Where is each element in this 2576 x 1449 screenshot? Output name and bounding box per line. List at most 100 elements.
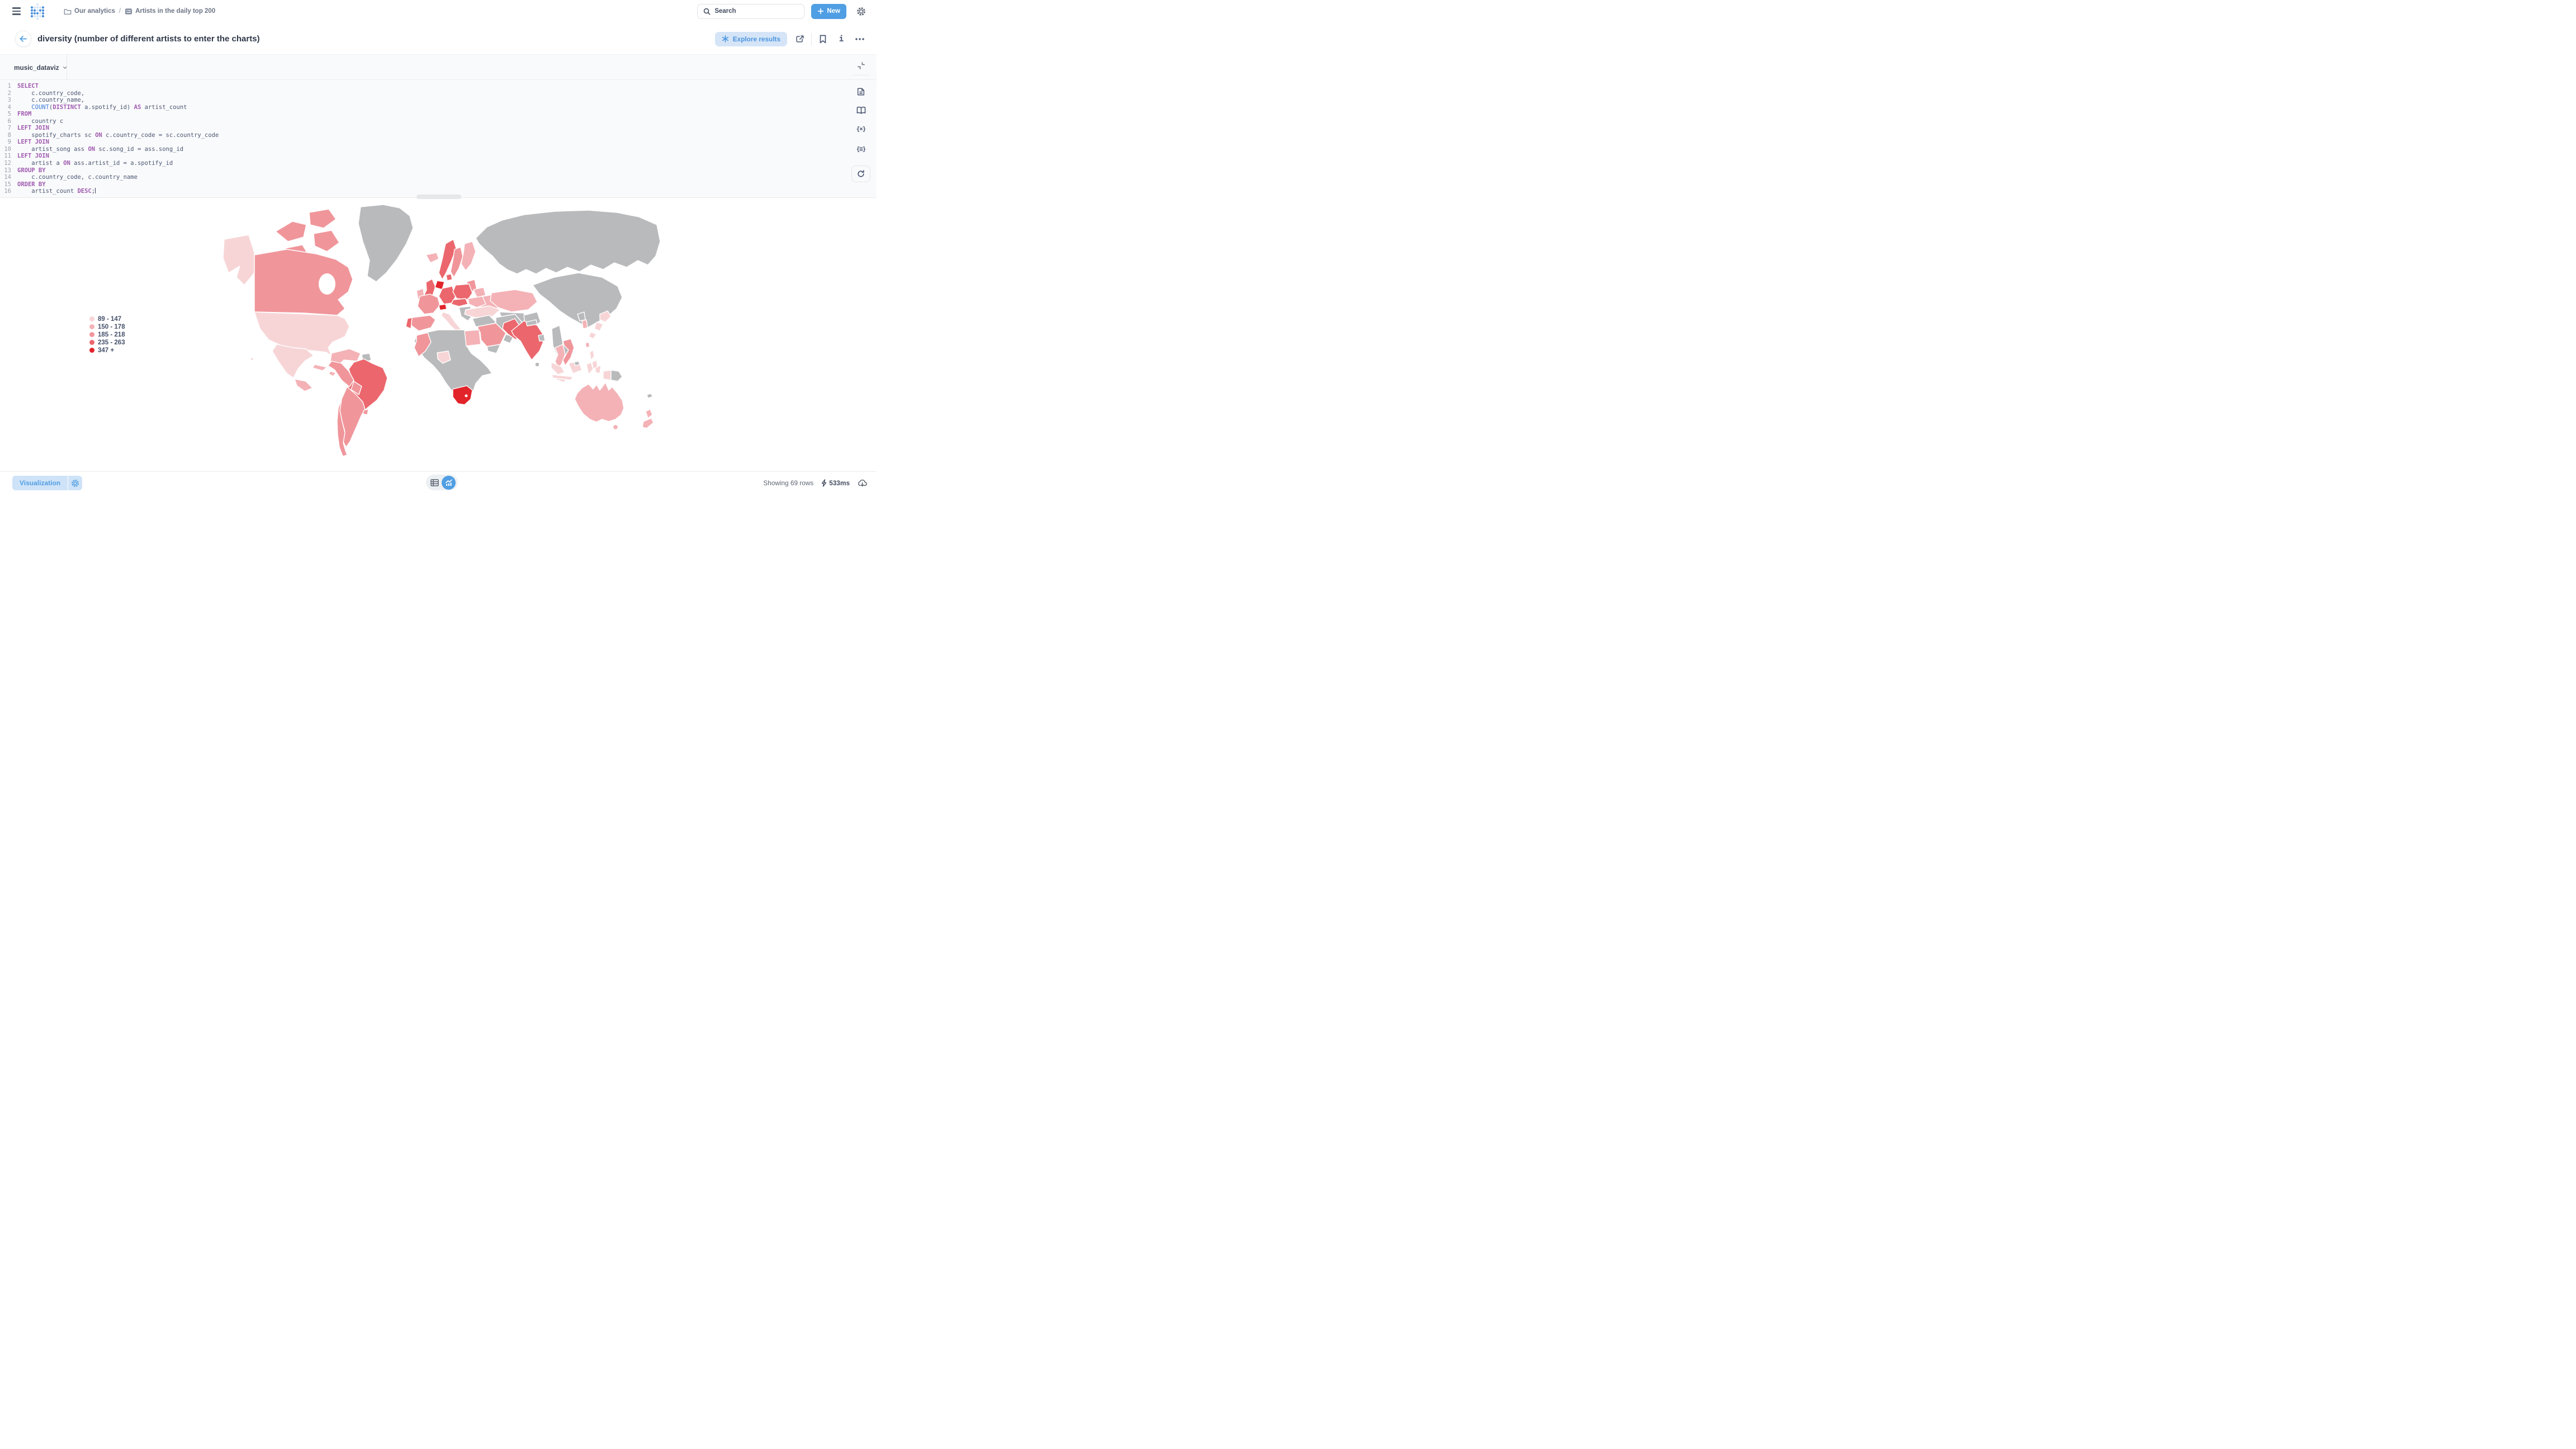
sql-code-line[interactable]: 7 LEFT JOIN [0,125,845,132]
map-country-canada[interactable] [254,249,353,316]
editor-resize-handle[interactable] [416,195,461,199]
map-country-vietnam[interactable] [562,338,575,366]
map-country-usa[interactable] [254,311,350,356]
sql-code-line[interactable]: 1 SELECT [0,83,845,90]
run-refresh-button[interactable] [851,165,870,182]
map-country-new-zealand[interactable] [642,418,654,429]
map-region-west-papua[interactable] [603,370,612,381]
map-region-africa[interactable] [414,329,493,405]
map-country-papua-new-guinea[interactable] [610,370,623,382]
map-country-bolivia[interactable] [351,381,362,395]
map-country-nepal[interactable] [525,319,538,326]
visualization-button[interactable]: Visualization [12,476,68,490]
metabase-logo[interactable] [30,3,45,20]
breadcrumb-item[interactable]: Artists in the daily top 200 [125,8,215,15]
sql-code-line[interactable]: 5 FROM [0,111,845,118]
map-country-norway[interactable] [438,239,457,280]
map-country-morocco[interactable] [414,332,432,357]
map-country-usa-hawaii[interactable] [250,357,254,361]
visualization-settings-gear-icon[interactable] [68,476,83,490]
map-country-belarus[interactable] [473,287,486,298]
sql-code-line[interactable]: 11 LEFT JOIN [0,153,845,160]
map-country-japan[interactable] [588,332,597,339]
sql-code-line[interactable]: 14 c.country_code, c.country_name [0,174,845,181]
chart-view-icon[interactable] [442,475,456,490]
map-country-russia[interactable] [475,210,661,274]
map-country-canada[interactable] [313,230,340,252]
collapse-editor-icon[interactable] [855,59,867,72]
map-country-portugal[interactable] [405,317,413,329]
map-country-nigeria[interactable] [437,351,451,364]
sql-code-line[interactable]: 13 GROUP BY [0,167,845,174]
sql-code-line[interactable]: 2 c.country_code, [0,90,845,97]
sql-code-line[interactable]: 10 artist_song ass ON sc.song_id = ass.s… [0,146,845,153]
map-country-chile[interactable] [337,399,348,457]
snippets-icon[interactable]: {≡} [855,143,867,155]
map-country-mexico[interactable] [272,344,314,378]
map-country-spain[interactable] [409,315,436,332]
more-options-icon[interactable] [852,32,868,46]
map-region-czech-austria[interactable] [451,298,468,307]
map-region-central-america[interactable] [294,378,313,392]
map-country-turkey[interactable] [464,305,501,318]
map-country-philippines[interactable] [589,349,598,370]
map-country-usa-alaska[interactable] [222,234,255,286]
breadcrumb-collection[interactable]: Our analytics [64,8,115,15]
map-country-south-africa[interactable] [452,385,473,405]
sql-code-line[interactable]: 12 artist a ON ass.artist_id = a.spotify… [0,160,845,167]
map-country-sri-lanka[interactable] [534,362,540,367]
map-region-hungary-romania[interactable] [467,296,486,308]
sql-code-line[interactable]: 4 COUNT(DISTINCT a.spotify_id) AS artist… [0,104,845,111]
map-country-france[interactable] [417,293,441,315]
explore-results-button[interactable]: Explore results [714,31,787,46]
bookmark-icon[interactable] [815,32,831,46]
map-country-cuba[interactable] [312,364,328,371]
map-country-australia[interactable] [574,382,624,423]
map-region-new-caledonia[interactable] [646,393,653,399]
map-country-japan[interactable] [594,321,604,332]
info-icon[interactable]: i [834,32,849,46]
map-country-finland[interactable] [461,241,476,271]
map-country-south-korea[interactable] [581,319,588,329]
map-country-egypt[interactable] [464,329,481,347]
map-country-indonesia-sumatra[interactable] [551,362,565,375]
sql-code-line[interactable]: 9 LEFT JOIN [0,139,845,146]
database-picker[interactable]: music_dataviz [0,55,67,80]
sql-code-editor[interactable]: 1 SELECT 2 c.country_code, 3 c.country_name… [0,80,845,197]
map-country-denmark[interactable] [446,273,453,281]
map-country-poland[interactable] [452,283,473,300]
sql-code-line[interactable]: 16 artist_count DESC; [0,188,845,195]
map-country-greenland[interactable] [358,204,414,282]
map-country-kazakhstan[interactable] [490,289,538,312]
reference-book-icon[interactable] [855,104,867,116]
map-region-tasmania[interactable] [612,424,619,430]
map-country-uruguay[interactable] [362,409,369,415]
map-country-canada[interactable] [275,221,307,242]
sql-code-line[interactable]: 3 c.country_name, [0,97,845,104]
sidebar-toggle-icon[interactable] [12,6,22,16]
data-reference-doc-icon[interactable] [855,86,867,98]
search-input[interactable]: Search [697,3,805,19]
sql-code-line[interactable]: 8 spotify_charts sc ON c.country_code = … [0,132,845,139]
map-country-sweden[interactable] [450,247,463,278]
map-region-hispaniola[interactable] [328,371,337,377]
variables-icon[interactable]: {×} [855,122,867,135]
map-country-taiwan[interactable] [585,342,590,348]
share-icon[interactable] [792,32,808,46]
map-country-peru[interactable] [328,361,354,387]
new-button[interactable]: New [811,3,846,19]
map-country-canada[interactable] [309,209,337,229]
settings-gear-icon[interactable] [855,5,867,17]
map-country-brunei[interactable] [574,361,580,366]
map-country-japan[interactable] [599,310,612,323]
world-choropleth-map[interactable] [220,202,662,458]
map-country-indonesia-java[interactable] [551,374,574,381]
map-country-new-zealand[interactable] [645,409,653,419]
map-country-bangladesh[interactable] [538,334,546,342]
sql-code-line[interactable]: 15 ORDER BY [0,181,845,188]
cloud-download-icon[interactable] [858,479,868,487]
map-country-china[interactable] [532,272,623,328]
map-country-iceland[interactable] [425,252,439,263]
table-view-icon[interactable] [427,476,442,489]
map-country-switzerland[interactable] [438,304,447,311]
